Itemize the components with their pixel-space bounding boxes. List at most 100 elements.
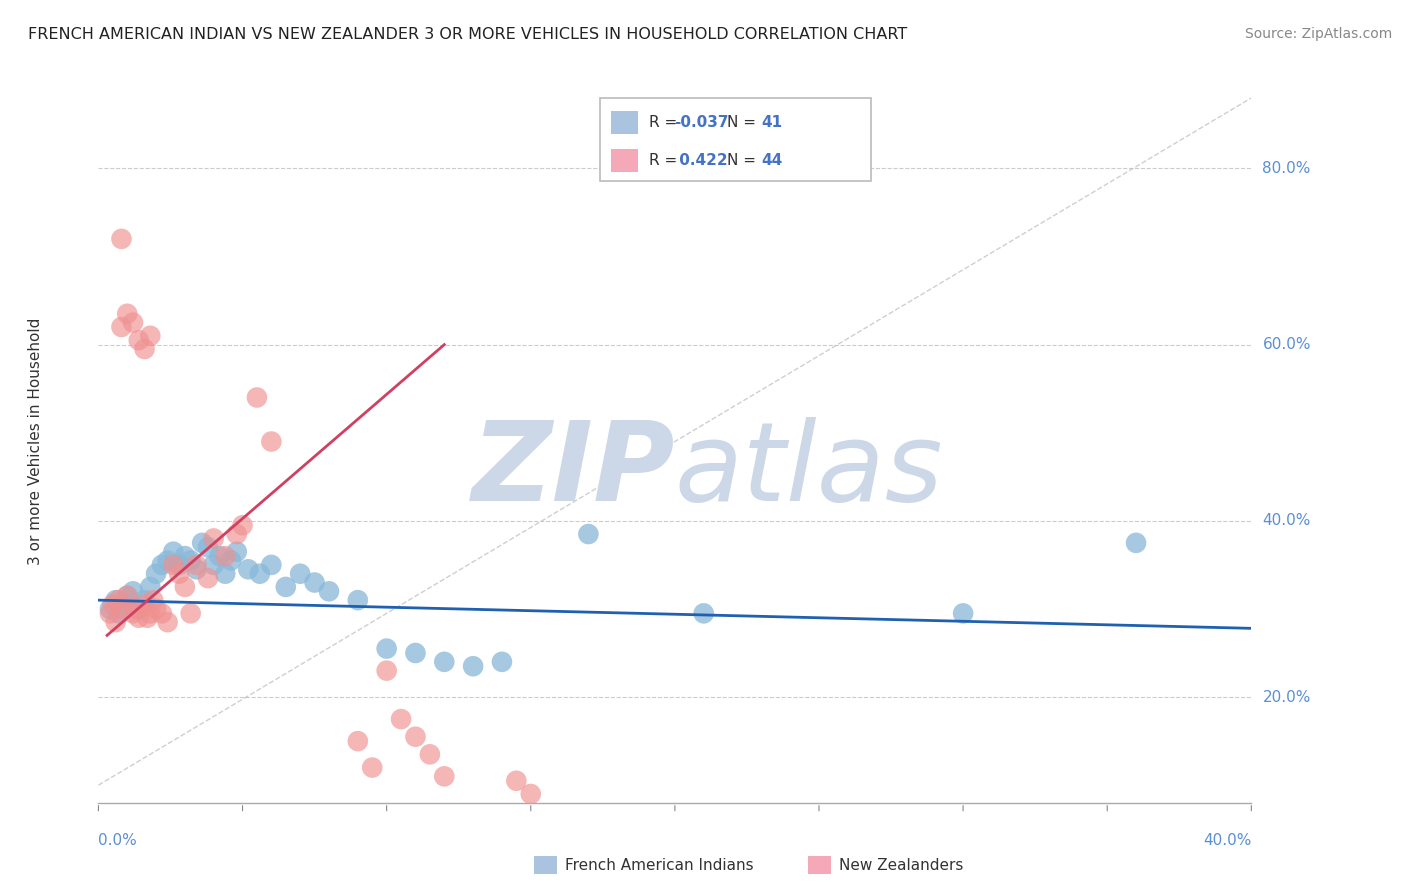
Text: 20.0%: 20.0% — [1263, 690, 1310, 705]
Point — [225, 527, 247, 541]
Point — [491, 655, 513, 669]
Point — [290, 566, 312, 581]
Point — [225, 544, 247, 558]
Point — [505, 773, 527, 788]
Point — [150, 558, 173, 572]
Text: N =: N = — [727, 115, 761, 130]
Text: 40.0%: 40.0% — [1263, 513, 1310, 528]
Text: 40.0%: 40.0% — [1204, 833, 1251, 848]
Point — [110, 602, 132, 616]
Point — [134, 593, 156, 607]
Text: 80.0%: 80.0% — [1263, 161, 1310, 176]
Point — [197, 541, 219, 555]
Text: R =: R = — [648, 115, 682, 130]
Point — [433, 769, 456, 783]
Point — [375, 664, 398, 678]
Point — [122, 607, 145, 621]
Text: FRENCH AMERICAN INDIAN VS NEW ZEALANDER 3 OR MORE VEHICLES IN HOUSEHOLD CORRELAT: FRENCH AMERICAN INDIAN VS NEW ZEALANDER … — [28, 27, 907, 42]
Point — [197, 571, 219, 585]
Text: 3 or more Vehicles in Household: 3 or more Vehicles in Household — [28, 318, 42, 566]
Point — [110, 232, 132, 246]
Point — [419, 747, 441, 762]
Point — [139, 580, 162, 594]
Point — [122, 316, 145, 330]
Text: 44: 44 — [761, 153, 782, 169]
Point — [433, 655, 456, 669]
Point — [101, 598, 124, 612]
Point — [274, 580, 297, 594]
Point — [117, 589, 139, 603]
Point — [260, 434, 283, 449]
Point — [260, 558, 283, 572]
Point — [238, 562, 260, 576]
Point — [231, 518, 254, 533]
Text: ZIP: ZIP — [471, 417, 675, 524]
Point — [110, 320, 132, 334]
Point — [361, 760, 384, 774]
Point — [693, 607, 716, 621]
Point — [346, 734, 368, 748]
Text: 0.422: 0.422 — [675, 153, 728, 169]
Point — [139, 607, 162, 621]
Point — [180, 607, 202, 621]
Point — [167, 558, 190, 572]
Point — [318, 584, 340, 599]
Point — [180, 553, 202, 567]
Point — [98, 602, 121, 616]
Point — [134, 598, 156, 612]
Point — [98, 607, 121, 621]
Point — [134, 342, 156, 356]
Point — [125, 602, 148, 616]
Point — [156, 553, 179, 567]
Point — [167, 566, 190, 581]
Text: Source: ZipAtlas.com: Source: ZipAtlas.com — [1244, 27, 1392, 41]
Point — [128, 333, 150, 347]
Point — [145, 566, 167, 581]
Point — [104, 593, 127, 607]
Point — [136, 611, 159, 625]
Point — [246, 391, 269, 405]
Text: atlas: atlas — [675, 417, 943, 524]
Point — [162, 558, 184, 572]
Point — [1125, 536, 1147, 550]
Point — [174, 549, 197, 563]
Point — [142, 593, 165, 607]
Point — [117, 589, 139, 603]
Point — [375, 641, 398, 656]
Point — [162, 544, 184, 558]
Point — [186, 562, 208, 576]
Point — [191, 536, 214, 550]
Point — [249, 566, 271, 581]
Point — [150, 607, 173, 621]
Point — [346, 593, 368, 607]
Point — [520, 787, 543, 801]
Point — [304, 575, 326, 590]
Point — [578, 527, 600, 541]
Point — [219, 553, 242, 567]
Point — [107, 607, 129, 621]
Point — [214, 566, 236, 581]
Point — [208, 549, 231, 563]
Text: 41: 41 — [761, 115, 782, 130]
Point — [117, 307, 139, 321]
Point — [122, 584, 145, 599]
Point — [107, 593, 129, 607]
Point — [461, 659, 484, 673]
Text: 60.0%: 60.0% — [1263, 337, 1310, 352]
Point — [202, 532, 225, 546]
Point — [405, 730, 427, 744]
Point — [186, 558, 208, 572]
Point — [389, 712, 412, 726]
Point — [139, 328, 162, 343]
Point — [214, 549, 236, 563]
Point — [128, 611, 150, 625]
Point — [128, 602, 150, 616]
Point — [174, 580, 197, 594]
Point — [104, 615, 127, 630]
Text: -0.037: -0.037 — [675, 115, 728, 130]
Point — [112, 598, 135, 612]
Text: 0.0%: 0.0% — [98, 833, 138, 848]
Text: French American Indians: French American Indians — [565, 858, 754, 872]
Text: New Zealanders: New Zealanders — [839, 858, 963, 872]
Point — [405, 646, 427, 660]
